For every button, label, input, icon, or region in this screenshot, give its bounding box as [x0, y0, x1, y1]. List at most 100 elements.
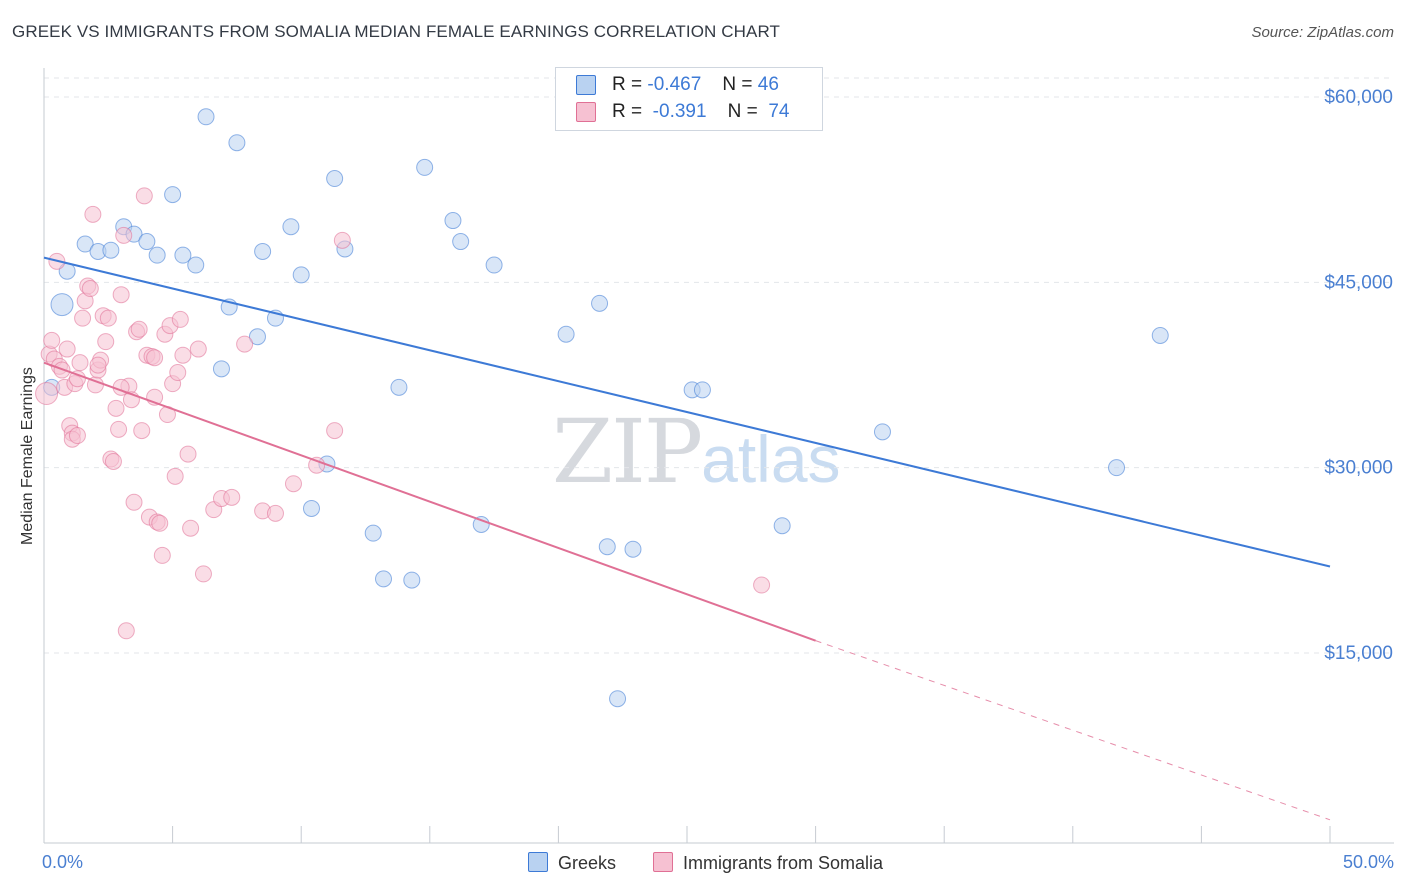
point-somalia [125, 493, 143, 511]
point-greeks [375, 570, 393, 588]
point-somalia [130, 320, 148, 338]
point-greeks [254, 242, 272, 260]
watermark: ZIPatlas [552, 400, 841, 503]
point-somalia [174, 346, 192, 364]
point-somalia [58, 340, 76, 358]
point-greeks [292, 266, 310, 284]
point-somalia [266, 504, 284, 522]
x-tick-label-max: 50.0% [1342, 852, 1394, 872]
point-greeks [444, 212, 462, 230]
point-somalia [115, 226, 133, 244]
bottom-legend-label-somalia: Immigrants from Somalia [683, 853, 884, 873]
bottom-legend-swatch-somalia [653, 852, 673, 872]
legend-row-somalia: R = -0.391 N = 74 [576, 101, 789, 127]
point-somalia [68, 427, 86, 445]
x-tick-label-min: 0.0% [42, 852, 84, 872]
point-somalia [194, 565, 212, 583]
point-somalia [151, 514, 169, 532]
point-greeks [557, 325, 575, 343]
legend-n-value-greeks: 46 [757, 74, 779, 95]
point-somalia [99, 309, 117, 327]
point-somalia [284, 475, 302, 493]
legend-r-label: R = [612, 101, 643, 122]
point-greeks [282, 218, 300, 236]
point-somalia [97, 333, 115, 351]
point-somalia [189, 340, 207, 358]
trend-line-somalia [43, 361, 816, 642]
point-somalia [71, 354, 89, 372]
point-greeks [609, 690, 627, 708]
bottom-legend-somalia: Immigrants from Somalia [653, 852, 883, 874]
bottom-legend-greeks: Greeks [528, 852, 616, 874]
point-somalia [179, 445, 197, 463]
point-somalia [308, 456, 326, 474]
point-greeks [1108, 459, 1126, 477]
legend-n-value-somalia: 74 [768, 101, 790, 122]
trend-line-extension-somalia [815, 640, 1331, 821]
point-greeks [148, 246, 166, 264]
legend-swatch-greeks [576, 74, 596, 95]
point-somalia [110, 420, 128, 438]
point-somalia [146, 349, 164, 367]
point-somalia [133, 422, 151, 440]
correlation-legend: R = -0.467 N = 46 R = -0.391 N = 74 [555, 67, 823, 131]
point-somalia [182, 519, 200, 537]
point-somalia [153, 546, 171, 564]
bottom-legend-label-greeks: Greeks [558, 853, 617, 873]
point-greeks [50, 293, 74, 317]
point-greeks [187, 256, 205, 274]
point-somalia [43, 331, 61, 349]
point-somalia [333, 231, 351, 249]
point-somalia [104, 452, 122, 470]
watermark-zip: ZIP [552, 400, 703, 503]
point-greeks [326, 170, 344, 188]
point-somalia [81, 280, 99, 298]
bottom-legend-swatch-greeks [528, 852, 548, 872]
point-greeks [174, 246, 192, 264]
source-label: Source: ZipAtlas.com [1251, 24, 1394, 41]
y-tick-label: $15,000 [1324, 643, 1393, 664]
point-greeks [302, 499, 320, 517]
point-somalia [84, 205, 102, 223]
point-greeks [403, 571, 421, 589]
watermark-atlas: atlas [701, 422, 841, 496]
point-somalia [107, 399, 125, 417]
y-tick-label: $45,000 [1324, 272, 1393, 293]
point-greeks [364, 524, 382, 542]
point-somalia [112, 286, 130, 304]
point-somalia [223, 488, 241, 506]
point-greeks [76, 235, 94, 253]
point-greeks [138, 233, 156, 251]
point-greeks [485, 256, 503, 274]
point-somalia [236, 335, 254, 353]
point-greeks [212, 360, 230, 378]
point-greeks [390, 378, 408, 396]
point-greeks [591, 294, 609, 312]
point-greeks [598, 538, 616, 556]
legend-n-label: N = [727, 101, 758, 122]
point-greeks [228, 134, 246, 152]
point-somalia [117, 622, 135, 640]
point-greeks [164, 186, 182, 204]
point-somalia [326, 422, 344, 440]
point-greeks [873, 423, 891, 441]
point-greeks [472, 516, 490, 534]
legend-r-label: R = [612, 74, 643, 95]
point-greeks [452, 233, 470, 251]
chart-title: GREEK VS IMMIGRANTS FROM SOMALIA MEDIAN … [12, 22, 780, 41]
point-somalia [89, 356, 107, 374]
legend-swatch-somalia [576, 101, 596, 122]
point-somalia [166, 467, 184, 485]
point-greeks [102, 241, 120, 259]
point-greeks [624, 540, 642, 558]
point-somalia [169, 364, 187, 382]
point-greeks [197, 108, 215, 126]
legend-r-value-somalia: -0.391 [652, 101, 707, 122]
legend-n-label: N = [722, 74, 753, 95]
point-somalia [171, 310, 189, 328]
y-tick-label: $60,000 [1324, 87, 1393, 108]
point-somalia [135, 187, 153, 205]
legend-r-value-greeks: -0.467 [647, 74, 702, 95]
point-greeks [416, 158, 434, 176]
